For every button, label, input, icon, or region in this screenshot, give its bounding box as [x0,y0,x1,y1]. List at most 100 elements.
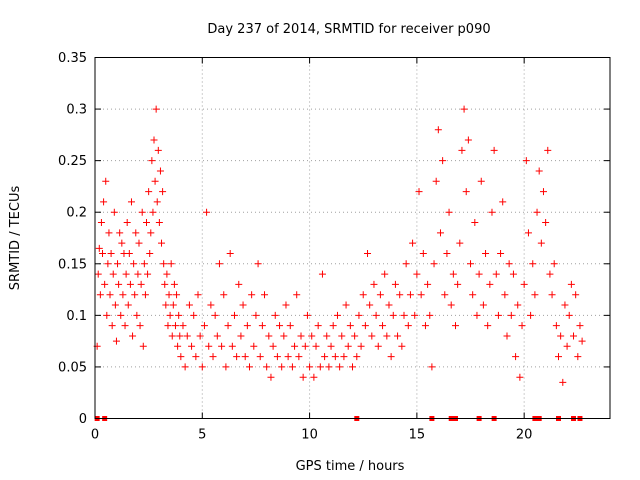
x-axis-label: GPS time / hours [296,459,405,474]
data-point [213,332,221,340]
data-point [250,342,258,350]
data-point [154,146,162,154]
data-point [205,342,213,350]
data-point [552,322,560,330]
data-point [473,311,481,319]
data-point [282,301,290,309]
data-point [149,208,157,216]
data-point [200,322,208,330]
data-point [327,342,335,350]
data-point [462,188,470,196]
data-point [357,342,365,350]
y-tick-label: 0.35 [58,51,87,66]
chart-title: Day 237 of 2014, SRMTID for receiver p09… [207,22,490,37]
data-point [263,363,271,371]
data-point [477,177,485,185]
data-point [426,311,434,319]
data-point [211,311,219,319]
data-point [484,322,492,330]
data-point [143,219,150,227]
data-point [131,291,139,299]
data-point [471,219,479,227]
data-point [237,332,245,340]
data-point [535,167,543,175]
data-point [293,291,301,299]
data-point [400,311,408,319]
data-point [235,280,243,288]
data-point [156,167,164,175]
data-points [93,105,586,421]
data-point [318,270,326,278]
data-point [531,291,539,299]
y-tick-label: 0.2 [66,206,87,221]
data-point [159,188,167,196]
data-point [379,322,387,330]
data-point [164,322,172,330]
data-point [134,270,142,278]
data-point [342,301,350,309]
data-point [486,280,494,288]
y-tick-label: 0 [79,412,87,427]
plot-frame [94,57,611,419]
data-point [276,322,284,330]
data-point [529,260,537,268]
data-point [329,322,337,330]
data-point [507,311,515,319]
data-point [165,291,173,299]
data-point [280,332,288,340]
data-point [561,301,569,309]
data-point [346,322,354,330]
data-point [415,188,423,196]
data-point [124,301,132,309]
data-point [140,260,148,268]
data-point [198,363,206,371]
data-point [116,229,124,237]
data-point [492,270,500,278]
data-point [351,332,359,340]
data-point [404,322,412,330]
data-point [144,270,152,278]
data-point [112,337,120,345]
data-point [475,270,483,278]
data-point [488,208,496,216]
data-point [103,311,111,319]
data-point [456,239,464,247]
data-point [494,311,502,319]
data-point [316,363,324,371]
data-point [381,270,389,278]
data-point [148,157,156,165]
data-point [174,342,182,350]
data-point [353,353,361,361]
data-point [209,353,217,361]
data-point [121,322,129,330]
y-tick-label: 0.15 [58,257,87,272]
data-point [303,311,311,319]
data-point [258,322,266,330]
data-point [325,363,333,371]
data-point [162,301,170,309]
data-point [96,291,104,299]
data-point [432,177,440,185]
data-point [368,332,376,340]
data-point [464,136,472,144]
data-point [570,332,578,340]
data-point [458,146,466,154]
data-point [153,198,161,206]
data-point [284,353,292,361]
data-point [194,291,202,299]
data-point [364,249,372,257]
data-point [102,177,110,185]
data-point [291,342,299,350]
data-point [447,301,455,309]
data-point [133,311,141,319]
data-point [265,332,273,340]
data-point [168,332,176,340]
data-point [301,342,309,350]
data-point [271,311,279,319]
data-point [135,239,143,247]
data-point [441,291,449,299]
x-tick-label: 5 [198,428,206,443]
y-tick-label: 0.25 [58,154,87,169]
data-point [308,332,316,340]
